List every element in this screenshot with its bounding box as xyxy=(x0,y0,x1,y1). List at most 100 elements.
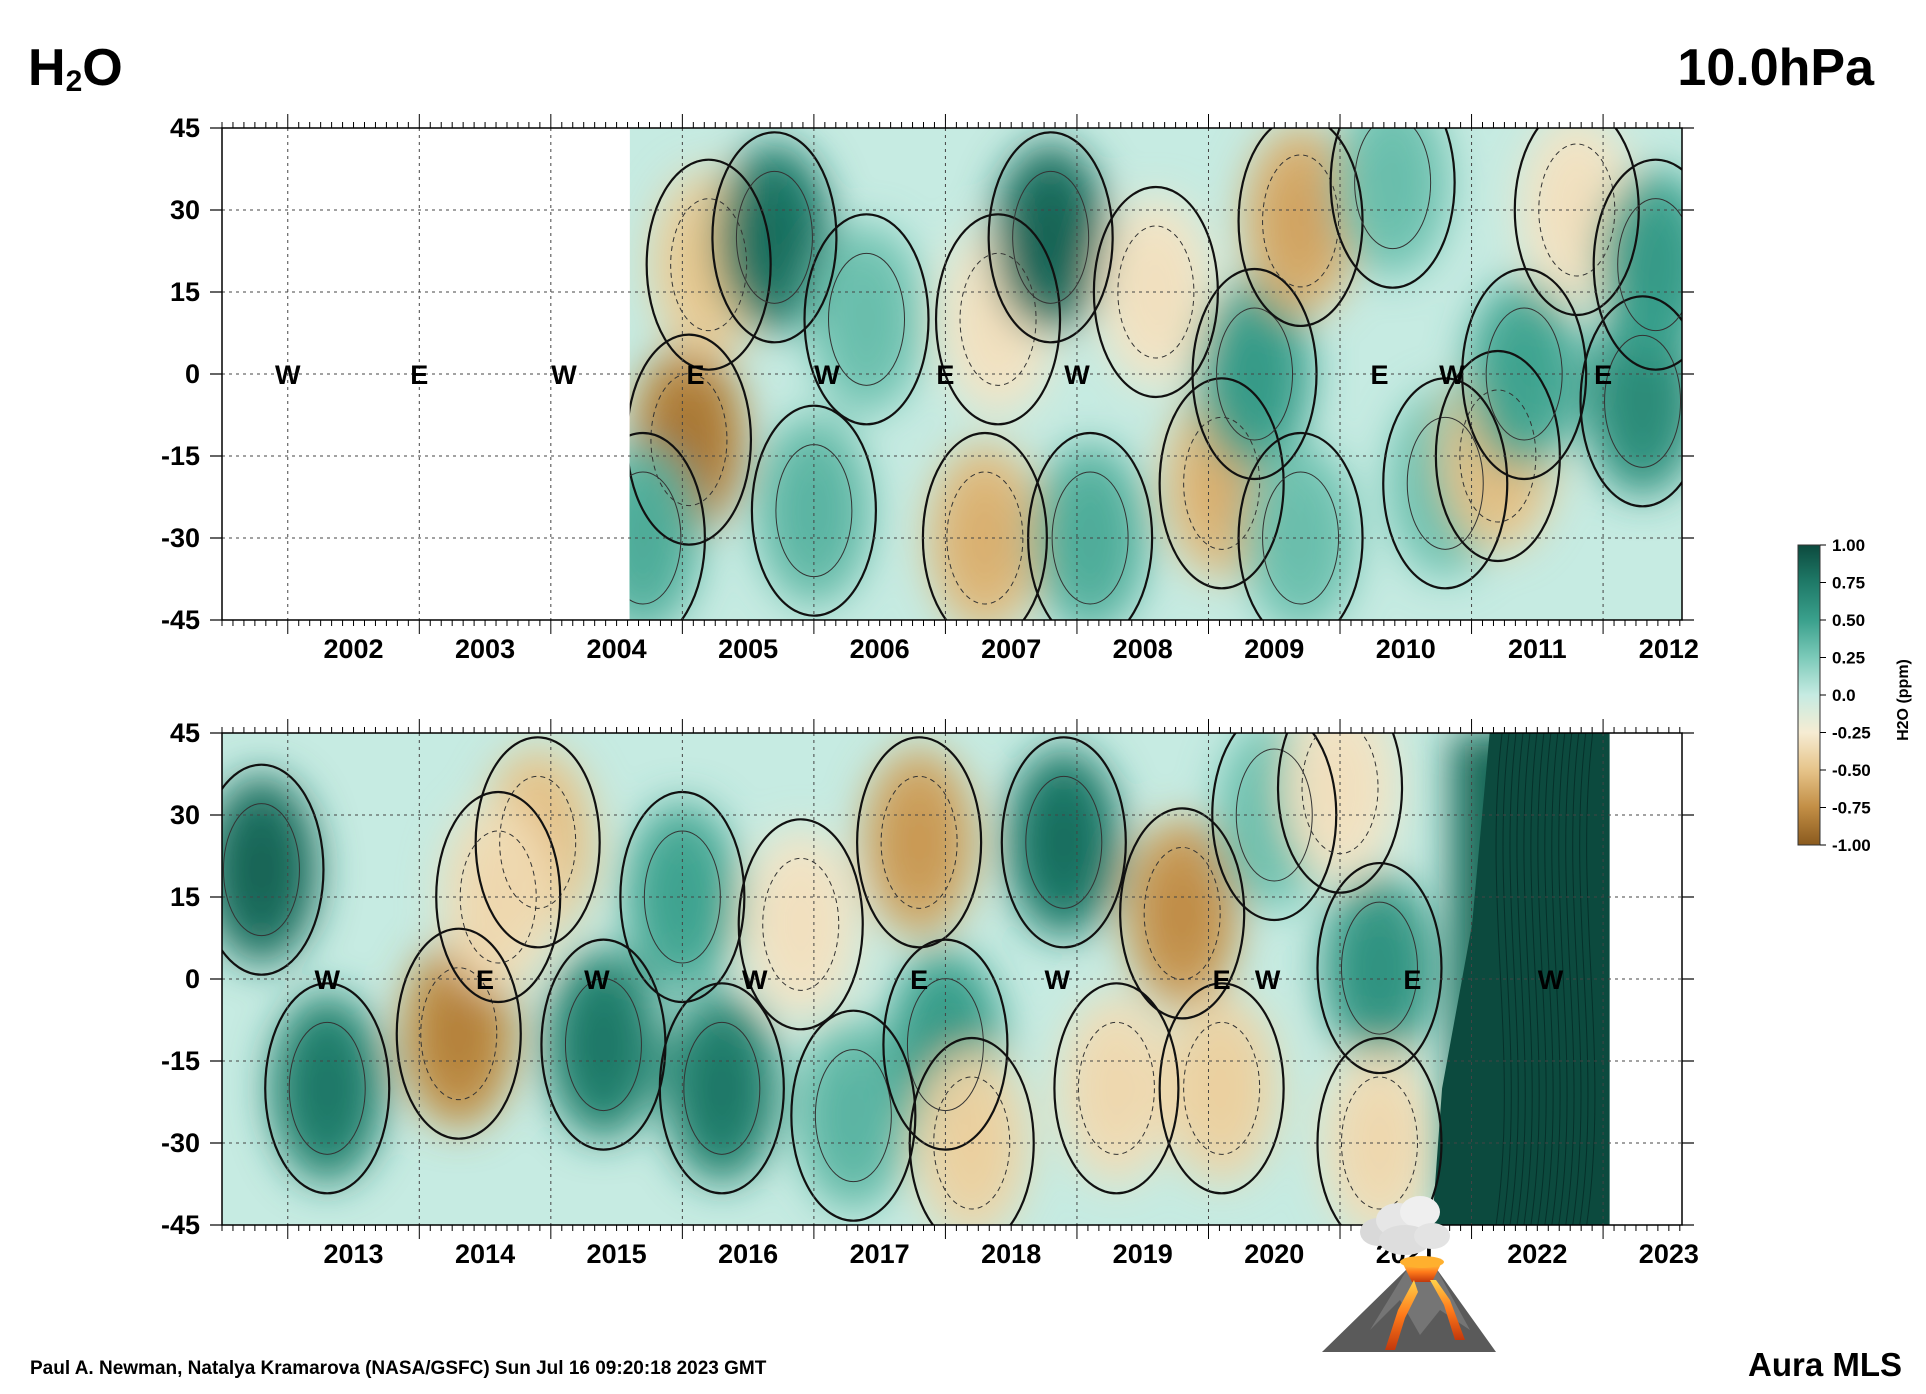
x-tick-label: 2002 xyxy=(323,634,383,664)
plume-contour xyxy=(1586,733,1596,1225)
x-tick-label: 2009 xyxy=(1244,634,1304,664)
anomaly-core xyxy=(1270,165,1331,276)
qbo-phase-label: E xyxy=(1370,360,1388,390)
y-tick-label: 45 xyxy=(170,113,200,143)
inner-contour xyxy=(683,1021,761,1155)
y-tick-label: 0 xyxy=(185,359,200,389)
zero-contour xyxy=(645,158,772,371)
x-tick-label: 2008 xyxy=(1113,634,1173,664)
plume-contour xyxy=(1523,733,1533,1225)
zero-contour xyxy=(264,982,391,1195)
anomaly-core xyxy=(1546,155,1607,265)
x-tick-label: 2004 xyxy=(587,634,647,664)
qbo-phase-label: W xyxy=(584,965,610,995)
plume-contour xyxy=(1544,733,1554,1225)
zero-contour xyxy=(222,763,325,976)
colorbar-tick-label: 0.75 xyxy=(1832,574,1865,593)
anomaly-core xyxy=(1612,346,1673,457)
inner-contour xyxy=(420,967,498,1101)
inner-contour xyxy=(650,373,728,507)
inner-contour xyxy=(814,1049,892,1183)
zero-contour xyxy=(750,404,877,617)
qbo-phase-label: E xyxy=(936,360,954,390)
y-tick-label: -15 xyxy=(161,1046,200,1076)
instrument-label: Aura MLS xyxy=(1747,1346,1902,1383)
credit-line: Paul A. Newman, Natalya Kramarova (NASA/… xyxy=(30,1358,767,1379)
zero-contour xyxy=(1158,377,1285,590)
plume-contour xyxy=(1572,733,1582,1225)
y-tick-label: 30 xyxy=(170,195,200,225)
zero-contour xyxy=(1276,733,1404,894)
x-tick-label: 2017 xyxy=(850,1239,910,1269)
anomaly-core xyxy=(770,869,831,980)
zero-contour xyxy=(1382,377,1509,590)
zero-contour xyxy=(1592,158,1682,371)
inner-contour xyxy=(1183,1021,1261,1155)
inner-contour xyxy=(1485,307,1563,441)
anomaly-core xyxy=(231,814,292,925)
qbo-phase-label: E xyxy=(1213,965,1231,995)
x-tick-label: 2015 xyxy=(587,1239,647,1269)
x-tick-label: 2010 xyxy=(1376,634,1436,664)
plume-contour xyxy=(1558,733,1568,1225)
colorbar-tick-label: 0.25 xyxy=(1832,649,1865,668)
anomaly-core xyxy=(297,1033,358,1144)
x-tick-label: 2014 xyxy=(455,1239,515,1269)
inner-contour xyxy=(1051,471,1129,605)
zero-contour xyxy=(1329,128,1456,289)
anomaly-core xyxy=(468,842,529,952)
inner-contour xyxy=(1604,334,1682,468)
colorbar-tick-label: 0.50 xyxy=(1832,611,1865,630)
inner-contour xyxy=(1617,198,1682,332)
inner-contour xyxy=(499,775,577,909)
x-tick-label: 2022 xyxy=(1507,1239,1567,1269)
zero-contour xyxy=(1053,982,1180,1195)
colorbar-tick-label: -1.00 xyxy=(1832,836,1871,855)
qbo-phase-label: E xyxy=(910,965,928,995)
y-tick-label: 15 xyxy=(170,277,200,307)
x-tick-label: 2007 xyxy=(981,634,1041,664)
pressure-level-title: 10.0hPa xyxy=(1677,39,1874,97)
inner-contour xyxy=(828,252,906,386)
qbo-phase-label: W xyxy=(1439,360,1465,390)
inner-contour xyxy=(1459,389,1537,523)
zero-contour xyxy=(803,213,930,426)
qbo-phase-label: W xyxy=(1255,965,1281,995)
qbo-phase-label: W xyxy=(275,360,301,390)
zero-contour xyxy=(934,213,1062,426)
inner-contour xyxy=(1183,416,1261,550)
zero-contour xyxy=(987,131,1114,344)
anomaly-blobs xyxy=(222,733,1438,1225)
x-tick-label: 2020 xyxy=(1244,1239,1304,1269)
colorbar-tick-label: -0.50 xyxy=(1832,761,1871,780)
qbo-phase-label: E xyxy=(476,965,494,995)
zero-contour xyxy=(395,927,522,1140)
inner-contour xyxy=(1262,471,1340,605)
anomaly-field xyxy=(222,733,1610,1225)
qbo-phase-label: W xyxy=(551,360,577,390)
zero-contour xyxy=(1119,807,1246,1020)
anomaly-core xyxy=(1310,733,1371,843)
qbo-phase-label: W xyxy=(814,360,840,390)
inner-contour xyxy=(735,170,813,304)
qbo-phase-label: E xyxy=(1403,965,1421,995)
y-tick-label: 0 xyxy=(185,964,200,994)
heatmap-panel-1: 45 30 15 0 -15 -30 -45 2002 2003 2004 2005 2006 2007… xyxy=(161,113,1699,664)
plume-contour xyxy=(1516,733,1526,1225)
anomaly-core xyxy=(1020,182,1081,293)
qbo-phase-label: W xyxy=(1044,965,1070,995)
plume-contour xyxy=(1502,733,1512,1225)
inner-contour xyxy=(564,978,642,1112)
y-tick-label: -15 xyxy=(161,441,200,471)
qbo-phase-label: W xyxy=(742,965,768,995)
y-tick-label: 15 xyxy=(170,882,200,912)
x-tick-label: 2003 xyxy=(455,634,515,664)
anomaly-core xyxy=(1152,858,1213,969)
anomaly-core xyxy=(836,264,897,375)
qbo-phase-label: E xyxy=(1594,360,1612,390)
colorbar-unit-label: H2O (ppm) xyxy=(1895,659,1912,741)
x-tick-label: 2013 xyxy=(323,1239,383,1269)
zero-contour xyxy=(1237,128,1364,328)
x-tick-label: 2019 xyxy=(1113,1239,1173,1269)
